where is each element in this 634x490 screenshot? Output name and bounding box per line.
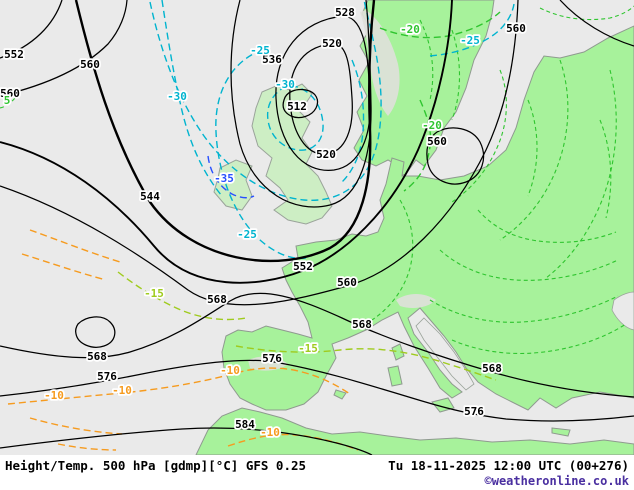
height-contour-label: 576	[262, 352, 282, 365]
temp-contour-fragment	[57, 443, 117, 451]
island-mallorca	[333, 389, 347, 400]
temp-contour-minus25	[215, 49, 307, 260]
temp-contour-green	[429, 295, 619, 323]
height-contour-label: 568	[352, 318, 372, 331]
temp-contour-label: -30	[167, 90, 187, 103]
height-contour-512	[282, 88, 319, 119]
land-north-africa	[195, 407, 634, 455]
height-contour-label: 568	[207, 293, 227, 306]
valid-time: Tu 18-11-2025 12:00 UTC (00+276)	[388, 458, 629, 473]
island-corsica	[391, 343, 405, 361]
temp-contour-fragment	[29, 417, 123, 435]
height-contour-568-closed	[74, 316, 116, 348]
temp-contour-green	[371, 199, 414, 321]
temp-contour-label: 5	[4, 94, 11, 107]
adriatic-sea	[415, 317, 475, 391]
height-contour-label: 560	[337, 276, 357, 289]
height-contour-520	[289, 43, 353, 155]
temp-contour-green	[451, 323, 627, 354]
temp-contour-green	[545, 69, 617, 279]
land-great-britain	[251, 83, 333, 225]
temp-contour-label: -10	[260, 426, 280, 439]
height-contour-label: 552	[293, 260, 313, 273]
temp-contour-minus30	[341, 59, 365, 183]
weather-map-canvas: 552 560 560 528 520 536 512 520 544 552 560 568 568 5…	[0, 0, 634, 455]
temp-contour-green	[527, 99, 538, 197]
height-contour-label: 560	[0, 87, 20, 100]
temp-contour-label: -10	[112, 384, 132, 397]
weather-map: 552 560 560 528 520 536 512 520 544 552 560 568 568 5…	[0, 0, 634, 455]
temp-contour-label: -15	[144, 287, 164, 300]
height-contour-560	[0, 0, 128, 97]
height-contour-label: 560	[427, 135, 447, 148]
height-contour-544	[74, 0, 376, 263]
height-contour-label: 568	[87, 350, 107, 363]
temp-contour-label: -10	[44, 389, 64, 402]
island-crete	[551, 427, 571, 437]
black-sea	[611, 291, 634, 331]
temp-contour-green	[0, 93, 19, 109]
temp-contour-label: -25	[237, 228, 257, 241]
height-contour-576	[0, 359, 634, 422]
temp-contour-green	[419, 19, 434, 101]
temp-contour-minus15	[235, 345, 497, 381]
temp-contour-label: -35	[214, 172, 234, 185]
height-contour-552	[0, 0, 63, 59]
height-contour-584	[0, 427, 373, 455]
temp-contour-label: -25	[460, 34, 480, 47]
contour-label-layer: 552 560 560 528 520 536 512 520 544 552 560 568 568 5…	[0, 4, 528, 441]
temp-contour-green	[599, 119, 612, 219]
temp-contour-fragment	[21, 253, 107, 281]
temp-contour-label: -25	[250, 44, 270, 57]
temp-contour-green	[451, 29, 461, 121]
temp-contour-label: -20	[422, 119, 442, 132]
height-contour-label: 576	[464, 405, 484, 418]
land-layer	[195, 0, 634, 455]
map-footer: Height/Temp. 500 hPa [gdmp][°C] GFS 0.25…	[0, 455, 634, 490]
height-contour-560-closed	[426, 127, 485, 185]
height-contour-560	[0, 0, 519, 306]
temp-contour-green	[539, 5, 634, 21]
temp-contour-label: -20	[400, 23, 420, 36]
temp-contour-green	[499, 59, 569, 241]
temp-contour-label: -10	[220, 364, 240, 377]
height-contour-label: 536	[262, 53, 282, 66]
height-contour-568	[0, 292, 634, 398]
island-sardinia	[387, 365, 403, 387]
temp-contour-minus25	[149, 0, 382, 201]
terrain-alps	[396, 294, 436, 308]
temp-contour-minus30	[266, 84, 324, 151]
height-contour-label: 528	[335, 6, 355, 19]
height-contour-label: 576	[97, 370, 117, 383]
temp-contour-label: -15	[298, 342, 318, 355]
height-contour-label: 520	[322, 37, 342, 50]
height-contour-536	[230, 0, 372, 208]
temp-contour-minus25	[429, 3, 515, 57]
height-contour-label: 552	[4, 48, 24, 61]
temp-contour-minus30	[161, 0, 223, 197]
height-contours	[0, 0, 634, 455]
height-contour-label: 560	[80, 58, 100, 71]
height-contour-528	[275, 15, 371, 171]
temp-contour-minus35	[207, 155, 255, 199]
product-title: Height/Temp. 500 hPa [gdmp][°C] GFS 0.25	[5, 458, 307, 473]
height-contour-label: 568	[482, 362, 502, 375]
height-contour-label: 584	[235, 418, 255, 431]
temp-contour-minus10	[7, 367, 351, 405]
temp-contour-minus20	[403, 99, 432, 192]
height-contour-552	[0, 0, 453, 284]
temp-contour-label: -30	[275, 78, 295, 91]
height-contour-label: 520	[316, 148, 336, 161]
temp-contour-fragment	[29, 229, 121, 263]
copyright-link[interactable]: ©weatheronline.co.uk	[484, 474, 630, 488]
height-contour-label: 544	[140, 190, 160, 203]
height-contour-label: 512	[287, 100, 307, 113]
height-contour-label: 560	[506, 22, 526, 35]
height-contour-top-right	[559, 0, 634, 47]
